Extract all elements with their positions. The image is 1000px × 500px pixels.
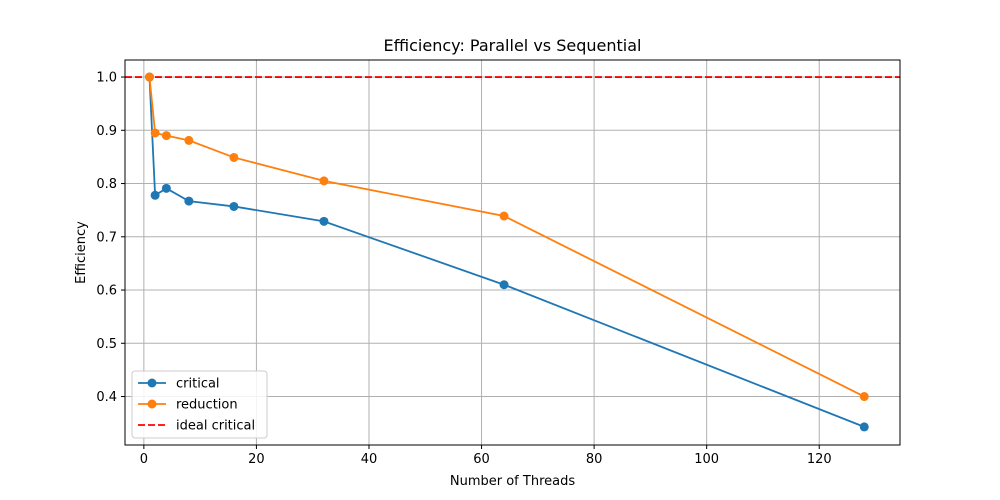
x-axis-label: Number of Threads (450, 474, 575, 489)
legend-label: ideal critical (176, 419, 255, 434)
data-point-reduction (144, 72, 154, 82)
y-tick-label: 0.6 (96, 284, 117, 299)
y-tick-label: 0.8 (96, 177, 117, 192)
x-tick-label: 0 (140, 452, 148, 467)
y-tick-label: 0.7 (96, 230, 117, 245)
data-point-reduction (161, 131, 171, 141)
x-axis-ticks: 0 20 40 60 80 100 120 (140, 445, 832, 467)
data-point-reduction (319, 176, 329, 186)
data-point-critical (161, 183, 171, 193)
y-tick-label: 0.5 (96, 337, 117, 352)
series (144, 72, 869, 432)
legend-box (131, 370, 268, 439)
data-point-critical (150, 190, 160, 200)
y-tick-label: 1.0 (96, 71, 117, 86)
data-point-reduction (150, 128, 160, 138)
y-tick-label: 0.4 (96, 390, 117, 405)
legend-label: reduction (176, 398, 238, 413)
x-tick-label: 60 (473, 452, 490, 467)
legend: critical reduction ideal critical (131, 370, 268, 439)
y-axis-label: Efficiency (74, 221, 89, 284)
legend-entry: reduction (138, 398, 238, 413)
y-axis-ticks: 0.4 0.5 0.6 0.7 0.8 0.9 1.0 (96, 71, 125, 405)
legend-marker (147, 378, 157, 388)
x-tick-label: 120 (807, 452, 832, 467)
x-tick-label: 100 (694, 452, 719, 467)
data-point-critical (229, 201, 239, 211)
data-point-critical (319, 216, 329, 226)
plot-frame (124, 59, 901, 446)
data-point-reduction (229, 152, 239, 162)
data-point-reduction (184, 135, 194, 145)
legend-entry: ideal critical (138, 419, 255, 434)
x-tick-label: 20 (248, 452, 265, 467)
data-point-critical (859, 422, 869, 432)
legend-label: critical (176, 377, 220, 392)
data-point-critical (184, 196, 194, 206)
x-tick-label: 80 (586, 452, 603, 467)
y-tick-label: 0.9 (96, 124, 117, 139)
chart-title: Efficiency: Parallel vs Sequential (384, 36, 642, 55)
data-point-reduction (499, 211, 509, 221)
legend-entry: critical (138, 377, 220, 392)
series-reduction (144, 72, 869, 402)
legend-marker (147, 399, 157, 409)
data-point-reduction (859, 392, 869, 402)
x-tick-label: 40 (361, 452, 378, 467)
data-point-critical (499, 280, 509, 290)
